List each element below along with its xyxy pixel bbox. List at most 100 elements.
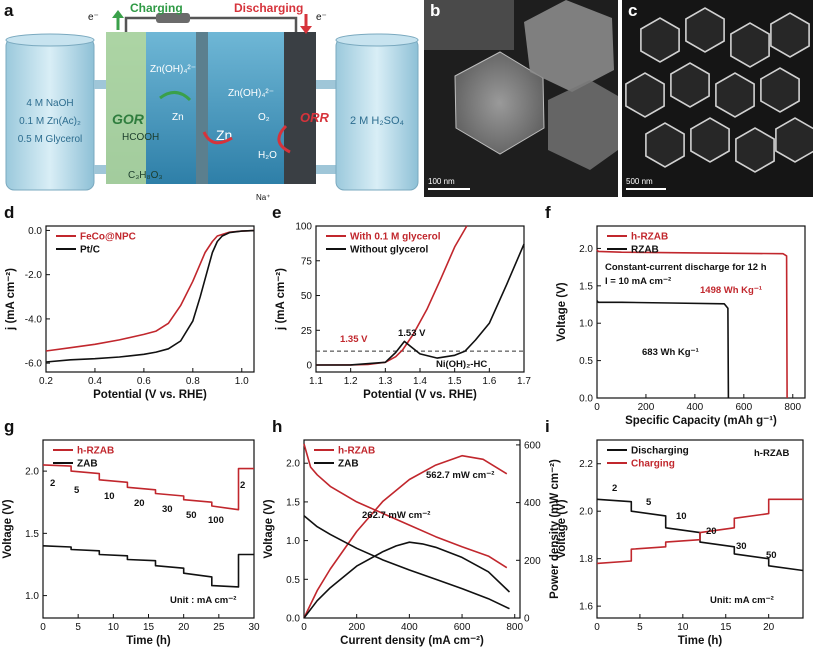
cage-particle [670, 62, 710, 108]
y-tick-label: 25 [301, 326, 313, 337]
y-tick-label: 0.0 [286, 614, 300, 625]
plot-frame [596, 225, 806, 399]
y-tick-label: 0.5 [579, 356, 593, 367]
legend-label: Without glycerol [350, 245, 428, 256]
y-tick-label: 1.5 [25, 529, 39, 540]
x-tick-label: 25 [213, 622, 225, 633]
x-axis-title: Specific Capacity (mAh g⁻¹) [625, 415, 777, 427]
y-tick-label: -2.0 [25, 270, 43, 281]
left-electrolyte-line-2: 0.1 M Zn(Ac)₂ [19, 116, 81, 127]
panel-label-e: e [272, 203, 281, 222]
x-tick-label: 15 [143, 622, 155, 633]
y-tick-label: 1.0 [286, 536, 300, 547]
charging-label: Charging [130, 1, 183, 15]
annotation-label: 30 [736, 541, 747, 552]
y-tick-label: 50 [301, 291, 313, 302]
x-tick-label: 1.7 [517, 376, 531, 387]
x-tick-label: 0 [594, 622, 600, 633]
y-tick-label: 75 [301, 256, 313, 267]
x-tick-label: 0.4 [88, 376, 102, 387]
right-tank [335, 37, 419, 191]
series-line [303, 541, 511, 619]
x-tick-label: 10 [108, 622, 120, 633]
y-axis-title: Voltage (V) [556, 499, 568, 558]
panel-label-f: f [545, 203, 551, 222]
cage-particle [775, 117, 813, 163]
x-axis-title: Potential (V vs. RHE) [93, 389, 207, 401]
annotation-label: 262.7 mW cm⁻² [362, 510, 430, 521]
legend-label: Pt/C [80, 245, 100, 256]
left-tank [5, 37, 95, 191]
y-tick-label: 0.5 [286, 575, 300, 586]
series-line [315, 243, 525, 366]
series-line [596, 249, 788, 399]
x-axis-title: Current density (mA cm⁻²) [340, 635, 484, 647]
y2-tick-label: 0 [524, 614, 530, 625]
y2-tick-label: 400 [524, 498, 541, 509]
y-tick-label: 1.5 [286, 497, 300, 508]
y2-tick-label: 600 [524, 440, 541, 451]
x-tick-label: 0.2 [39, 376, 53, 387]
annotation-label: 20 [134, 498, 145, 509]
y-tick-label: -6.0 [25, 359, 43, 370]
series-line [45, 229, 255, 363]
x-axis-title: Potential (V vs. RHE) [363, 389, 477, 401]
legend-label: h-RZAB [77, 446, 114, 457]
x-tick-label: 600 [735, 402, 752, 413]
annotation-label: 20 [706, 526, 717, 537]
cage-particle [645, 122, 685, 168]
panel-label-a: a [4, 1, 14, 20]
annotation-label: 562.7 mW cm⁻² [426, 470, 494, 481]
plot-frame [45, 225, 255, 373]
species-glycerol: C₃H₈O₃ [128, 170, 163, 181]
species-o2: O₂ [258, 112, 270, 123]
y-tick-label: 1.0 [25, 591, 39, 602]
y-tick-label: 100 [295, 222, 312, 233]
series-line [42, 464, 254, 511]
species-zn-1: Zn [172, 112, 184, 123]
species-na: Na⁺ [256, 193, 270, 202]
legend-label: Discharging [631, 446, 689, 457]
annotation-label: 10 [104, 491, 115, 502]
series-line [596, 498, 803, 565]
annotation-label: Unit : mA cm⁻² [170, 595, 236, 606]
x-tick-label: 15 [720, 622, 732, 633]
membrane [196, 32, 208, 184]
annotation-label: 50 [186, 510, 197, 521]
annotation-label: 1.53 V [398, 328, 426, 339]
annotation-label: 10 [676, 511, 687, 522]
y-axis-title: Voltage (V) [556, 282, 568, 341]
right-electrolyte: 2 M H₂SO₄ [350, 115, 405, 127]
panel-a: 4 M NaOH 0.1 M Zn(Ac)₂ 0.5 M Glycerol Ch… [0, 0, 422, 202]
panel-b-micrograph: 100 nm [424, 0, 618, 197]
cathode-orr [284, 32, 316, 184]
series-line [42, 545, 254, 588]
x-tick-label: 5 [637, 622, 643, 633]
annotation-label: 1498 Wh Kg⁻¹ [700, 285, 762, 296]
y-tick-label: 1.8 [579, 554, 593, 565]
series-line [303, 454, 508, 619]
panel-label-h: h [272, 417, 282, 436]
plot-frame [42, 439, 255, 619]
annotation-label: 5 [74, 485, 80, 496]
annotation-label: h-RZAB [754, 448, 789, 459]
x-tick-label: 1.6 [482, 376, 496, 387]
y-tick-label: 1.5 [579, 281, 593, 292]
annotation-label: Unit: mA cm⁻² [710, 595, 774, 606]
annotation-label: 50 [766, 550, 777, 561]
x-tick-label: 800 [506, 622, 523, 633]
x-tick-label: 20 [178, 622, 190, 633]
y2-axis-title: Power density (mW cm⁻²) [549, 459, 561, 599]
x-tick-label: 400 [401, 622, 418, 633]
series-line [303, 443, 508, 569]
x-tick-label: 5 [75, 622, 81, 633]
y-tick-label: 1.0 [579, 319, 593, 330]
electron-left: e⁻ [88, 12, 99, 23]
x-tick-label: 1.2 [344, 376, 358, 387]
cage-particle [715, 72, 755, 118]
chart-e: 1.1 1.2 1.3 1.4 1.5 1.6 1.7 0 25 50 75 100 Potential… [275, 222, 531, 402]
y-axis-title: Voltage (V) [2, 499, 14, 558]
chart-h: 0 200 400 600 800 0.0 0.5 1.0 1.5 2.0 0 200 400 600 Po… [263, 439, 561, 647]
x-tick-label: 0.8 [186, 376, 200, 387]
